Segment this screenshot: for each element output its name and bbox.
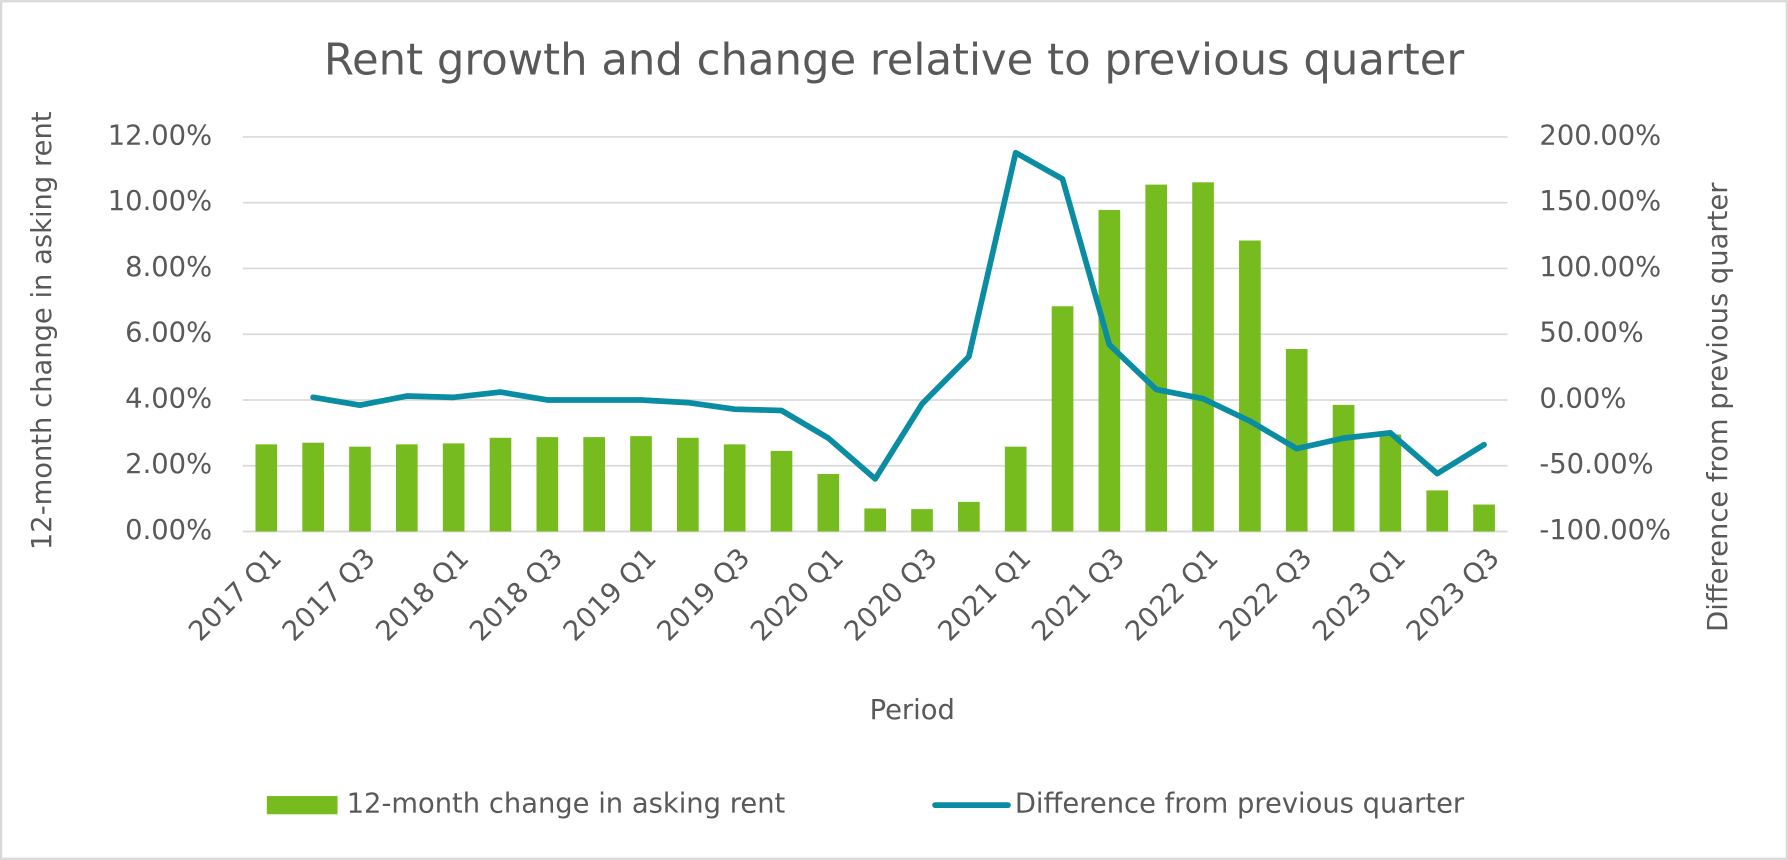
bar — [1098, 209, 1121, 532]
bar — [1332, 404, 1355, 532]
bar — [349, 446, 371, 532]
bar — [442, 443, 465, 532]
bar — [255, 444, 278, 532]
bar — [302, 442, 324, 532]
bar — [395, 444, 418, 532]
y-tick-label: 8.00% — [125, 252, 212, 283]
y-tick-label: 10.00% — [108, 186, 212, 217]
bar — [770, 450, 793, 532]
y-tick-label: 0.00% — [125, 515, 212, 546]
bar — [1145, 184, 1168, 532]
bar — [1285, 349, 1308, 532]
bar — [817, 473, 840, 532]
bar — [630, 436, 652, 532]
bar — [1004, 446, 1027, 532]
y-tick-label: 6.00% — [125, 318, 212, 349]
y-tick-label: 2.00% — [125, 449, 212, 480]
bar — [677, 437, 699, 532]
legend-label: 12-month change in asking rent — [347, 789, 786, 820]
y2-tick-label: -50.00% — [1539, 449, 1653, 480]
bar — [1239, 240, 1261, 532]
bar — [1426, 490, 1449, 532]
bar — [864, 508, 887, 532]
y2-tick-label: 0.00% — [1539, 383, 1626, 414]
bar — [1473, 504, 1495, 532]
bar — [536, 437, 559, 532]
bar — [1192, 182, 1214, 532]
bar — [1379, 434, 1402, 532]
bar — [911, 509, 933, 532]
bar — [489, 437, 512, 532]
y2-tick-label: 100.00% — [1539, 252, 1661, 283]
bar — [723, 444, 746, 532]
line — [310, 149, 1487, 482]
y2-tick-label: 50.00% — [1539, 318, 1643, 349]
chart-title: Rent growth and change relative to previ… — [324, 35, 1465, 85]
y2-tick-label: -100.00% — [1539, 515, 1671, 546]
y2-tick-label: 150.00% — [1539, 186, 1661, 217]
y2-tick-label: 200.00% — [1539, 120, 1661, 151]
y2-axis-title: Difference from previous quarter — [1703, 182, 1734, 632]
bar — [958, 501, 980, 532]
x-axis-title: Period — [870, 695, 955, 726]
y-tick-label: 4.00% — [125, 383, 212, 414]
bar — [1051, 306, 1074, 532]
y-tick-label: 12.00% — [108, 120, 212, 151]
bar — [583, 437, 605, 532]
legend-swatch — [266, 796, 338, 815]
y-axis-title: 12-month change in asking rent — [27, 111, 58, 550]
legend-label: Difference from previous quarter — [1015, 789, 1465, 820]
